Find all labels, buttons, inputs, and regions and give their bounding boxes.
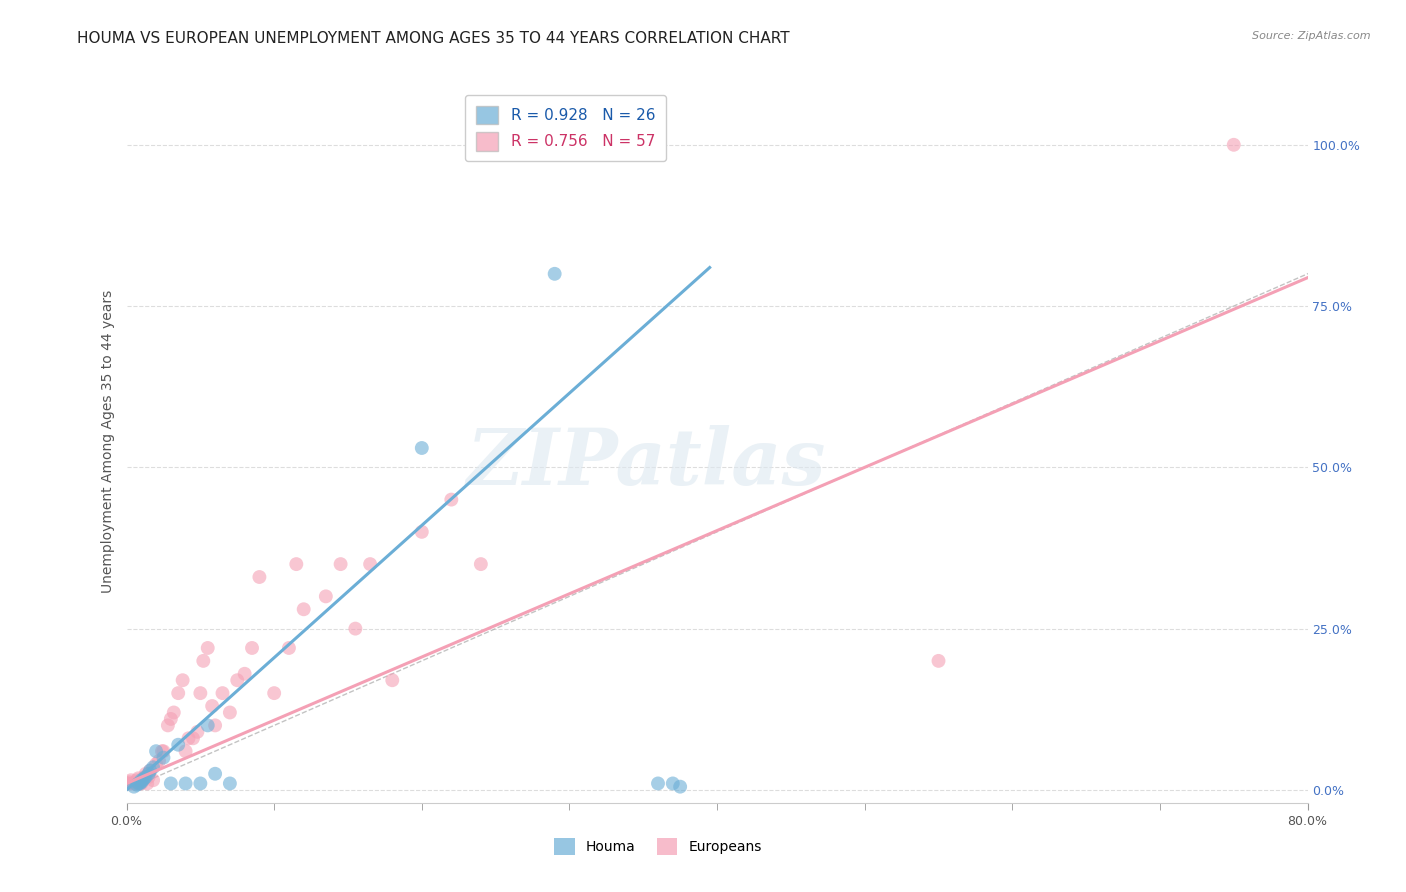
Point	[121, 776, 143, 790]
Y-axis label: Unemployment Among Ages 35 to 44 years: Unemployment Among Ages 35 to 44 years	[101, 290, 115, 593]
Point	[138, 766, 160, 780]
Point	[240, 640, 263, 655]
Point	[117, 776, 139, 790]
Point	[167, 738, 190, 752]
Point	[186, 724, 208, 739]
Point	[928, 654, 950, 668]
Point	[278, 640, 301, 655]
Point	[188, 776, 212, 790]
Point	[160, 776, 183, 790]
Legend: Houma, Europeans: Houma, Europeans	[548, 833, 768, 861]
Point	[156, 718, 179, 732]
Point	[128, 776, 150, 790]
Point	[174, 744, 197, 758]
Point	[662, 776, 685, 790]
Point	[411, 441, 433, 455]
Point	[127, 772, 149, 786]
Point	[139, 764, 162, 778]
Point	[381, 673, 404, 688]
Point	[201, 699, 224, 714]
Point	[128, 776, 150, 790]
Point	[145, 744, 167, 758]
Point	[125, 773, 148, 788]
Point	[129, 775, 153, 789]
Point	[543, 267, 565, 281]
Point	[122, 776, 145, 790]
Point	[249, 570, 271, 584]
Point	[142, 773, 165, 788]
Point	[139, 764, 162, 778]
Point	[181, 731, 204, 746]
Point	[647, 776, 669, 790]
Point	[219, 776, 242, 790]
Point	[172, 673, 194, 688]
Point	[359, 557, 381, 571]
Point	[129, 773, 153, 788]
Point	[138, 770, 160, 784]
Point	[344, 622, 367, 636]
Point	[188, 686, 212, 700]
Point	[470, 557, 492, 571]
Text: HOUMA VS EUROPEAN UNEMPLOYMENT AMONG AGES 35 TO 44 YEARS CORRELATION CHART: HOUMA VS EUROPEAN UNEMPLOYMENT AMONG AGE…	[77, 31, 790, 46]
Point	[177, 731, 200, 746]
Point	[193, 654, 215, 668]
Point	[122, 780, 145, 794]
Text: ZIPatlas: ZIPatlas	[467, 425, 825, 501]
Point	[440, 492, 463, 507]
Point	[118, 775, 141, 789]
Point	[115, 776, 138, 790]
Point	[152, 744, 174, 758]
Point	[150, 744, 173, 758]
Point	[132, 773, 155, 788]
Point	[669, 780, 692, 794]
Point	[315, 590, 337, 604]
Point	[411, 524, 433, 539]
Point	[134, 770, 156, 784]
Point	[197, 640, 219, 655]
Point	[263, 686, 285, 700]
Point	[160, 712, 183, 726]
Point	[145, 757, 167, 772]
Point	[138, 766, 160, 780]
Point	[329, 557, 352, 571]
Point	[204, 766, 226, 780]
Point	[129, 773, 153, 788]
Point	[134, 772, 156, 786]
Point	[167, 686, 190, 700]
Point	[292, 602, 315, 616]
Point	[132, 773, 155, 788]
Point	[197, 718, 219, 732]
Point	[211, 686, 233, 700]
Point	[226, 673, 249, 688]
Point	[219, 706, 242, 720]
Point	[125, 778, 148, 792]
Point	[285, 557, 308, 571]
Point	[148, 754, 170, 768]
Point	[135, 766, 157, 780]
Point	[174, 776, 197, 790]
Point	[129, 776, 153, 790]
Point	[142, 760, 165, 774]
Text: Source: ZipAtlas.com: Source: ZipAtlas.com	[1253, 31, 1371, 41]
Point	[135, 770, 157, 784]
Point	[1223, 137, 1246, 152]
Point	[136, 776, 159, 790]
Point	[152, 750, 174, 764]
Point	[163, 706, 186, 720]
Point	[127, 776, 149, 790]
Point	[204, 718, 226, 732]
Point	[233, 666, 256, 681]
Point	[120, 773, 142, 788]
